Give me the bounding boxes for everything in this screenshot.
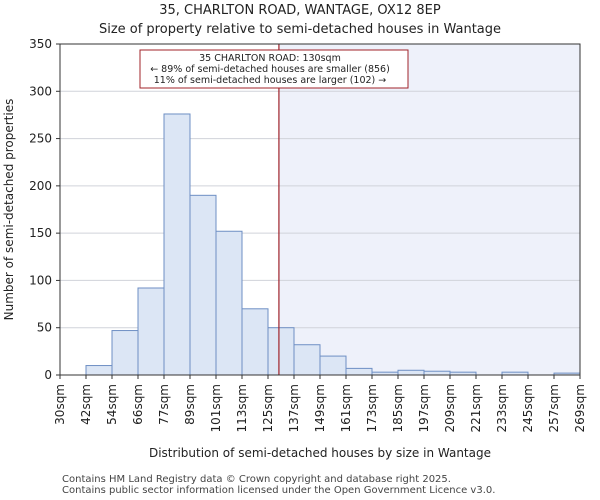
bar <box>241 308 269 376</box>
y-tick-label: 350 <box>29 37 52 51</box>
x-tick-label: 257sqm <box>547 384 561 432</box>
footer-line-2: Contains public sector information licen… <box>62 485 496 496</box>
annotation-line-2: ← 89% of semi-detached houses are smalle… <box>150 64 390 75</box>
y-tick-label: 300 <box>29 84 52 98</box>
x-tick-label: 125sqm <box>261 384 275 432</box>
footer-line-1: Contains HM Land Registry data © Crown c… <box>62 474 451 485</box>
bar <box>111 330 139 376</box>
x-tick-label: 233sqm <box>495 384 509 432</box>
bar <box>267 327 295 376</box>
x-tick-label: 209sqm <box>443 384 457 432</box>
y-tick-label: 0 <box>44 368 52 382</box>
y-tick-label: 100 <box>29 273 52 287</box>
x-tick-label: 89sqm <box>183 384 197 425</box>
y-tick-label: 250 <box>29 132 52 146</box>
x-tick-label: 42sqm <box>79 384 93 425</box>
bar <box>293 344 321 376</box>
x-tick-label: 185sqm <box>391 384 405 432</box>
x-tick-label: 54sqm <box>105 384 119 425</box>
highlight-region <box>278 44 580 375</box>
x-tick-label: 101sqm <box>209 384 223 432</box>
annotation-box: 35 CHARLTON ROAD: 130sqm ← 89% of semi-d… <box>139 49 409 89</box>
x-tick-label: 161sqm <box>339 384 353 432</box>
bar <box>189 194 217 376</box>
x-tick-label: 66sqm <box>131 384 145 425</box>
x-tick-label: 113sqm <box>235 384 249 432</box>
x-tick-label: 137sqm <box>287 384 301 432</box>
chart-subtitle: Size of property relative to semi-detach… <box>99 22 501 37</box>
annotation-line-3: 11% of semi-detached houses are larger (… <box>154 75 387 86</box>
bar <box>319 355 347 376</box>
bar <box>85 365 113 376</box>
x-axis: 30sqm 42sqm 54sqm 66sqm 77sqm 89sqm 101sqm 113s… <box>53 375 587 432</box>
annotation-line-1: 35 CHARLTON ROAD: 130sqm <box>199 53 341 64</box>
y-tick-label: 150 <box>29 226 52 240</box>
y-axis-label: Number of semi-detached properties <box>2 99 16 321</box>
y-tick-label: 50 <box>37 321 52 335</box>
bar <box>423 370 451 376</box>
bar <box>137 287 165 376</box>
x-tick-label: 77sqm <box>157 384 171 425</box>
x-tick-label: 149sqm <box>313 384 327 432</box>
plot-area <box>59 43 581 376</box>
y-axis: 0 50 100 150 200 250 300 350 <box>29 37 60 382</box>
x-axis-label: Distribution of semi-detached houses by … <box>149 446 491 460</box>
bars <box>85 113 581 376</box>
annotation-frame <box>139 49 409 89</box>
x-tick-label: 245sqm <box>521 384 535 432</box>
x-tick-label: 269sqm <box>573 384 587 432</box>
y-tick-label: 200 <box>29 179 52 193</box>
x-tick-label: 30sqm <box>53 384 67 425</box>
x-tick-label: 221sqm <box>469 384 483 432</box>
bar <box>215 230 243 376</box>
bar <box>397 369 425 376</box>
x-tick-label: 173sqm <box>365 384 379 432</box>
bar <box>163 113 191 376</box>
bar <box>345 367 373 376</box>
chart-title: 35, CHARLTON ROAD, WANTAGE, OX12 8EP <box>159 3 441 18</box>
x-tick-label: 197sqm <box>417 384 431 432</box>
